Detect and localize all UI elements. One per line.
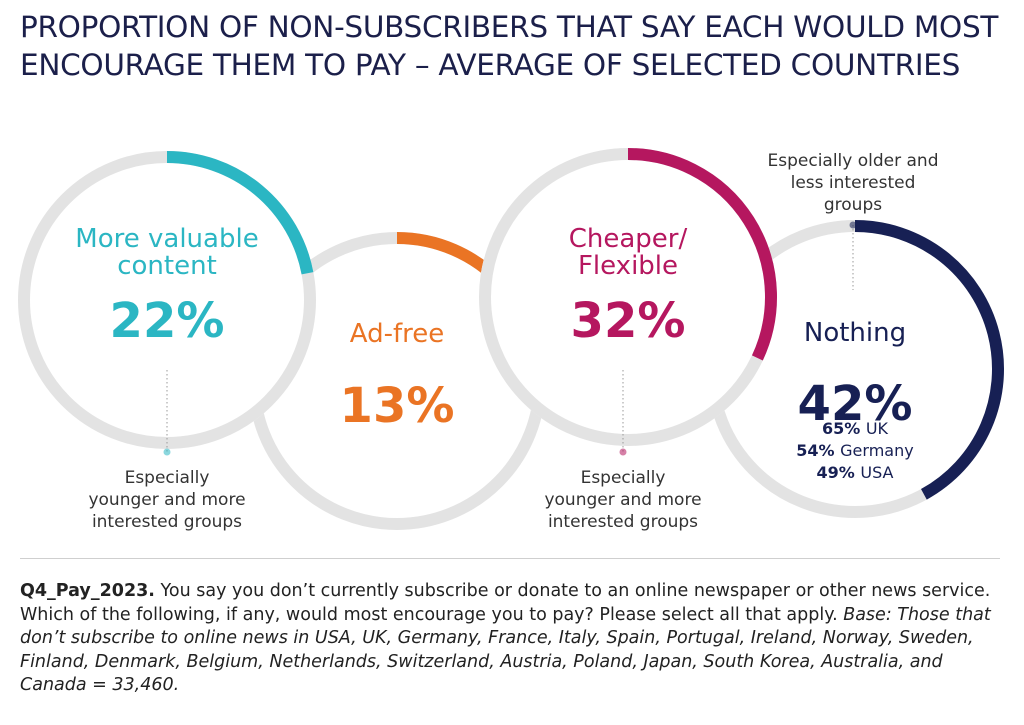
ring-backdrop <box>248 232 546 530</box>
ring-backdrop <box>706 220 1004 518</box>
annotation-note: less interested <box>791 173 916 193</box>
annotation-note: younger and more <box>544 490 701 510</box>
footnote-question-id: Q4_Pay_2023. <box>20 581 155 601</box>
category-label: Cheaper/ <box>569 224 688 254</box>
annotation-note: Especially <box>581 468 666 488</box>
breakdown-value: 49% <box>817 463 861 482</box>
breakdown-value: 54% <box>796 441 840 460</box>
country-breakdown: 54% Germany <box>796 441 913 460</box>
breakdown-country: Germany <box>840 441 914 460</box>
chart-title: PROPORTION OF NON-SUBSCRIBERS THAT SAY E… <box>20 10 999 82</box>
country-breakdown: 65% UK <box>822 419 889 438</box>
donut-arc <box>166 151 314 275</box>
value-label: 22% <box>110 293 225 349</box>
annotation-note: interested groups <box>92 512 242 532</box>
ring-backdrop <box>18 151 316 449</box>
value-label: 13% <box>340 378 455 434</box>
divider <box>20 558 1000 559</box>
breakdown-value: 65% <box>822 419 866 438</box>
donut-arc <box>854 220 1004 500</box>
footnote: Q4_Pay_2023. You say you don’t currently… <box>20 580 1005 698</box>
ring-backdrop <box>479 148 777 446</box>
footnote-question-text: You say you don’t currently subscribe or… <box>20 581 991 625</box>
category-label: Flexible <box>578 251 678 281</box>
category-label: Ad-free <box>350 319 444 349</box>
annotation-note: groups <box>824 195 882 215</box>
annotation-note: Especially older and <box>768 151 939 171</box>
breakdown-country: UK <box>866 419 889 438</box>
value-label: 32% <box>571 293 686 349</box>
category-label: content <box>117 251 217 281</box>
breakdown-country: USA <box>860 463 893 482</box>
category-label: Nothing <box>804 318 906 348</box>
leader-dot <box>163 448 171 456</box>
value-label: 42% <box>798 376 913 432</box>
annotation-note: younger and more <box>88 490 245 510</box>
annotation-note: Especially <box>125 468 210 488</box>
category-label: More valuable <box>75 224 258 254</box>
donut-arc <box>627 148 777 361</box>
leader-dot <box>849 221 857 229</box>
country-breakdown: 49% USA <box>817 463 894 482</box>
footnote-base: Base: Those that don’t subscribe to onli… <box>20 604 991 696</box>
leader-dot <box>619 448 627 456</box>
annotation-note: interested groups <box>548 512 698 532</box>
